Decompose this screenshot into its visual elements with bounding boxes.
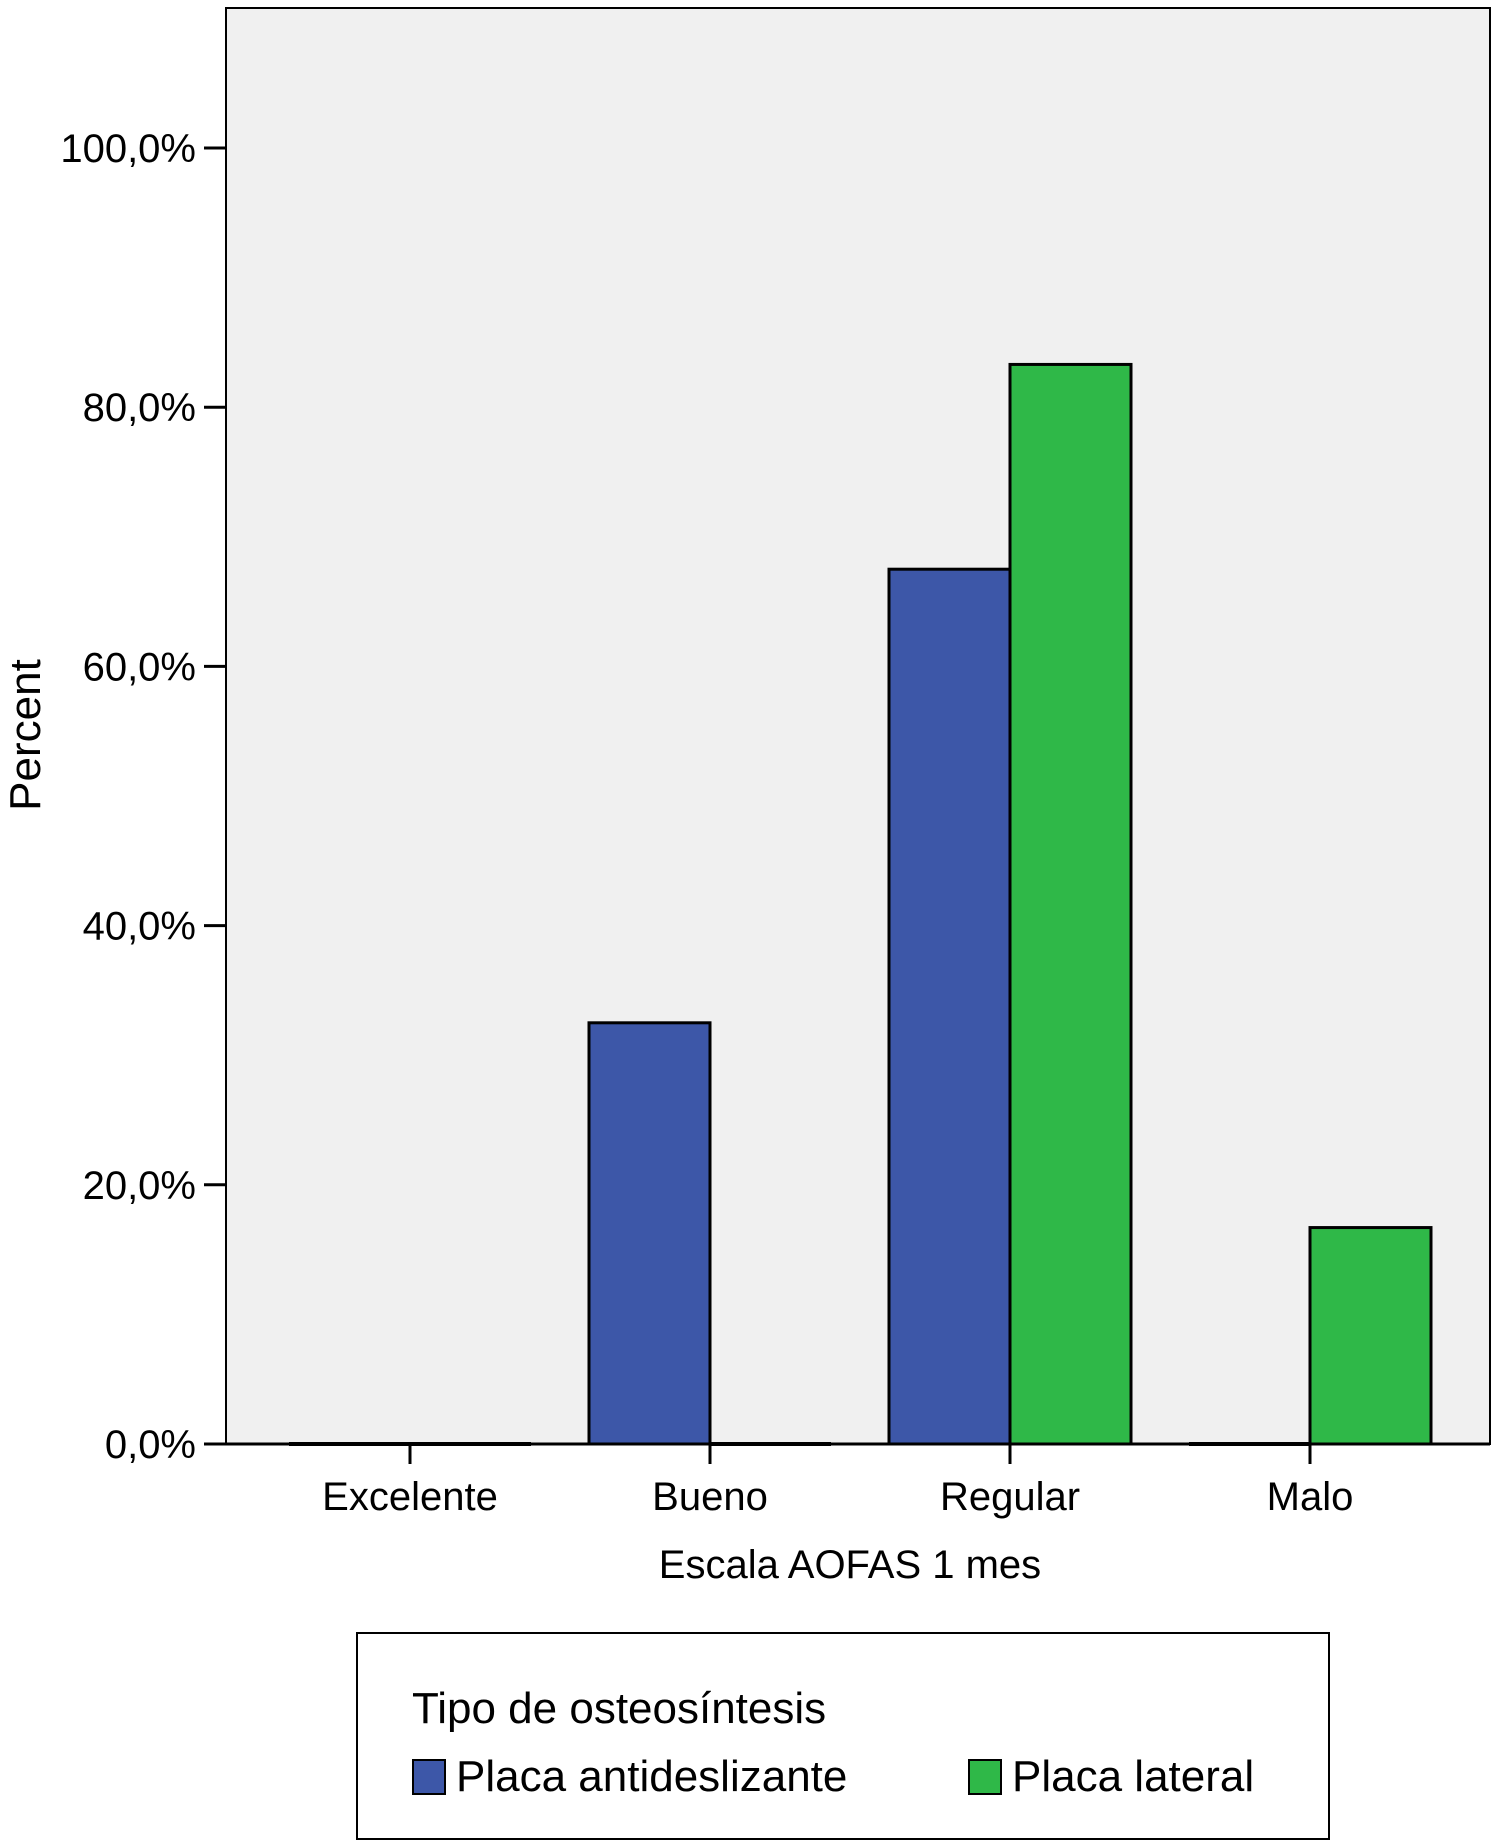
y-tick-label: 80,0%	[83, 386, 196, 430]
bar-placa-antideslizante-bueno	[587, 1021, 712, 1446]
legend-label: Placa lateral	[1012, 1752, 1255, 1801]
y-axis-label: Percent	[1, 659, 50, 811]
x-tick-label: Bueno	[652, 1475, 768, 1519]
y-tick-label: 40,0%	[83, 905, 196, 949]
x-tick-label: Regular	[940, 1475, 1080, 1519]
y-tick-label: 60,0%	[83, 645, 196, 689]
bar-placa-antideslizante-regular	[887, 567, 1012, 1446]
bar-placa-lateral-malo	[1308, 1226, 1433, 1446]
x-tick-label: Malo	[1267, 1475, 1354, 1519]
legend-title: Tipo de osteosíntesis	[412, 1684, 827, 1733]
legend-item-placa-antideslizante: Placa antideslizante	[412, 1752, 847, 1802]
legend-item-placa-lateral: Placa lateral	[968, 1752, 1254, 1802]
legend-label: Placa antideslizante	[456, 1752, 848, 1801]
x-axis-label: Escala AOFAS 1 mes	[659, 1543, 1041, 1587]
y-tick-label: 0,0%	[105, 1423, 196, 1467]
legend-swatch-placa-lateral	[968, 1759, 1002, 1795]
x-axis: Excelente Bueno Regular Malo	[226, 1442, 1490, 1519]
y-tick-label: 100,0%	[60, 127, 196, 171]
y-axis: 0,0% 20,0% 40,0% 60,0% 80,0% 100,0%	[60, 127, 226, 1467]
legend: Tipo de osteosíntesis Placa antideslizan…	[356, 1632, 1330, 1840]
bar-placa-lateral-regular	[1008, 362, 1133, 1446]
plot-area	[225, 7, 1491, 1445]
x-tick-label: Excelente	[322, 1475, 498, 1519]
y-tick-label: 20,0%	[83, 1164, 196, 1208]
legend-swatch-placa-antideslizante	[412, 1759, 446, 1795]
